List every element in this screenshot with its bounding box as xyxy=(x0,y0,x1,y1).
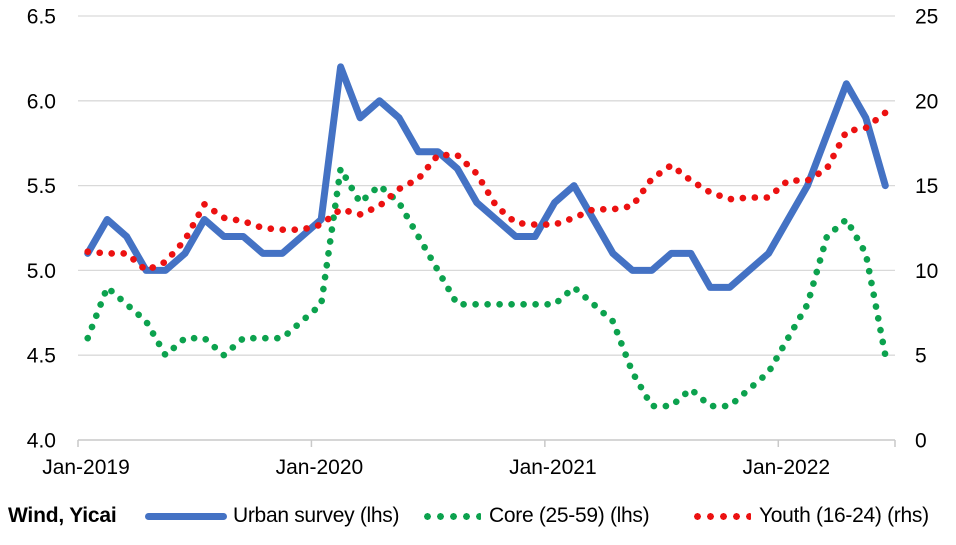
core-dotted-swatch xyxy=(421,512,481,520)
legend-label-urban-survey: Urban survey (lhs) xyxy=(233,504,400,527)
y-axis-right-label-5: 5 xyxy=(915,345,927,368)
legend-label-youth: Youth (16-24) (rhs) xyxy=(759,504,929,527)
y-axis-left-label-6.5: 6.5 xyxy=(27,6,56,29)
y-axis-left-label-4.5: 4.5 xyxy=(27,345,56,368)
y-axis-right-label-25: 25 xyxy=(915,6,938,29)
y-axis-left-label-6.0: 6.0 xyxy=(27,90,56,113)
legend-label-core: Core (25-59) (lhs) xyxy=(489,504,650,527)
urban-survey-line-swatch xyxy=(145,512,227,520)
series-line-0-urban-survey-lhs- xyxy=(84,63,889,291)
line-chart: 4.0 4.5 5.0 5.5 6.0 6.5 0 5 10 15 20 25 Jan-2019 Jan-… xyxy=(27,6,939,480)
x-axis-label-Jan-2022: Jan-2022 xyxy=(742,456,830,479)
youth-dotted-swatch xyxy=(691,512,751,520)
source-label: Wind, Yicai xyxy=(8,504,117,527)
y-axis-left-label-5.0: 5.0 xyxy=(27,260,56,283)
legend-item-urban-survey: Urban survey (lhs) xyxy=(145,504,399,528)
series-line-1-core-25-59-lhs- xyxy=(84,165,889,410)
legend-item-core: Core (25-59) (lhs) xyxy=(421,504,650,528)
series-line-2-youth-16-24-rhs- xyxy=(84,109,889,274)
y-axis-left-label-4.0: 4.0 xyxy=(27,430,56,453)
x-axis-label-Jan-2021: Jan-2021 xyxy=(509,456,597,479)
x-axis-label-Jan-2020: Jan-2020 xyxy=(276,456,364,479)
y-axis-right-label-20: 20 xyxy=(915,90,938,113)
y-axis-right-label-10: 10 xyxy=(915,260,938,283)
y-axis-left-label-5.5: 5.5 xyxy=(27,175,56,198)
chart-legend: Wind, Yicai Urban survey (lhs) Core (25-… xyxy=(0,498,956,538)
y-axis-right-label-15: 15 xyxy=(915,175,938,198)
y-axis-right-label-0: 0 xyxy=(915,430,927,453)
x-axis-label-Jan-2019: Jan-2019 xyxy=(42,456,130,479)
legend-item-youth: Youth (16-24) (rhs) xyxy=(691,504,929,528)
